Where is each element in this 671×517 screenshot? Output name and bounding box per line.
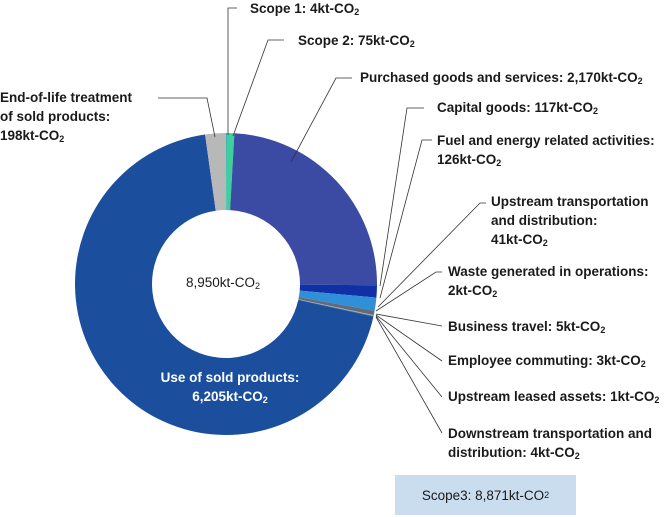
center-total-label: 8,950kt-CO2 [186, 275, 261, 291]
scope3-total-box: Scope3: 8,871kt-CO 2 [395, 475, 576, 515]
label-end-of-life: End-of-life treatment of sold products: … [0, 90, 133, 144]
label-capital: Capital goods: 117kt-CO2 [437, 100, 599, 116]
leader-waste [375, 271, 442, 312]
leader-upstream-transport [377, 202, 486, 308]
leader-fuel [379, 139, 432, 299]
leader-end-of-life [158, 97, 216, 138]
label-scope1: Scope 1: 4kt-CO2 [250, 1, 360, 17]
slice-use-sold [75, 134, 374, 435]
slice-commuting [298, 299, 374, 317]
label-upstream-leased: Upstream leased assets: 1kt-CO2 [448, 389, 660, 405]
leader-downstream [375, 316, 443, 434]
leader-scope1 [227, 7, 237, 135]
label-waste: Waste generated in operations: 2kt-CO2 [448, 264, 649, 299]
leader-purchased [290, 77, 352, 163]
label-use-sold: Use of sold products: 6,205kt-CO2 [160, 370, 300, 405]
slice-waste [298, 299, 374, 316]
leader-lines [158, 7, 486, 434]
label-fuel: Fuel and energy related activities: 126k… [437, 133, 655, 168]
leader-commuting [375, 314, 443, 362]
slice-end-of-life [205, 133, 226, 211]
slice-upstream-transport [298, 297, 375, 316]
label-purchased: Purchased goods and services: 2,170kt-CO… [360, 70, 643, 86]
leader-capital [379, 107, 424, 287]
label-business-travel: Business travel: 5kt-CO2 [448, 319, 606, 335]
slice-downstream-transport [298, 299, 374, 317]
leader-scope2 [232, 39, 284, 137]
donut-slices [75, 133, 377, 435]
slice-business-travel [298, 299, 374, 316]
slice-scope2 [226, 133, 235, 211]
label-upstream-transport: Upstream transportation and distribution… [491, 194, 649, 248]
slice-capital [299, 284, 377, 298]
label-downstream: Downstream transportation and distributi… [448, 426, 653, 461]
slice-purchased [230, 133, 377, 286]
label-scope2: Scope 2: 75kt-CO2 [298, 33, 415, 49]
slice-upstream-leased [298, 299, 374, 317]
leader-business-travel [375, 313, 443, 327]
leader-upstream-leased [375, 315, 443, 398]
label-commuting: Employee commuting: 3kt-CO2 [448, 353, 646, 369]
slice-fuel [298, 290, 377, 311]
